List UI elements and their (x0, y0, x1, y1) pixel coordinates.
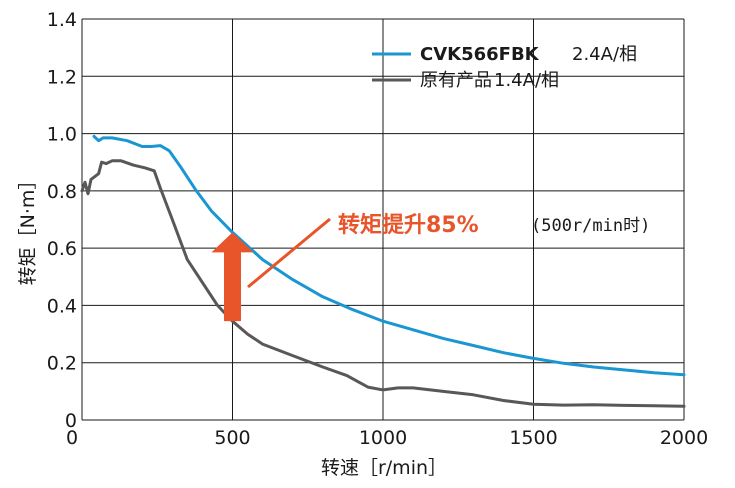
x-axis-title: 转速［r/min］ (321, 457, 447, 479)
grid (81, 18, 685, 421)
series-line-1 (80, 159, 686, 408)
callout-line (247, 217, 331, 289)
y-tick-label: 1.2 (47, 66, 77, 88)
x-tick-label: 2000 (660, 427, 708, 449)
y-tick-label: 0.4 (47, 295, 77, 317)
y-tick-label: 0.6 (47, 238, 77, 260)
y-tick-labels: 0 0.2 0.4 0.6 0.8 1.0 1.2 1.4 (47, 9, 77, 432)
increase-arrow-icon (211, 232, 254, 322)
x-tick-labels: 0 500 1000 1500 2000 (66, 427, 708, 449)
legend-label-0: CVK566FBK (420, 44, 540, 65)
annotation-main-text: 转矩提升85% (338, 212, 479, 238)
y-tick-label: 1.4 (47, 9, 77, 31)
legend-label-1: 原有产品 (420, 70, 492, 91)
annotation-sub-text: (500r/min时) (531, 216, 650, 236)
x-tick-label: 1000 (359, 427, 407, 449)
series-line-0 (92, 134, 686, 377)
annotation: 转矩提升85% (500r/min时) (211, 212, 650, 322)
x-tick-label: 1500 (509, 427, 557, 449)
y-tick-label: 1.0 (47, 124, 77, 146)
y-tick-label: 0.2 (47, 353, 77, 375)
y-tick-label: 0 (65, 410, 77, 432)
x-tick-label: 0 (66, 427, 78, 449)
x-tick-label: 500 (214, 427, 250, 449)
y-axis-title: 转矩［N·m］ (17, 171, 39, 286)
legend-suffix-1: 1.4A/相 (494, 70, 559, 91)
legend-suffix-0: 2.4A/相 (572, 44, 637, 65)
y-tick-label: 0.8 (47, 181, 77, 203)
series-layer (80, 134, 686, 408)
